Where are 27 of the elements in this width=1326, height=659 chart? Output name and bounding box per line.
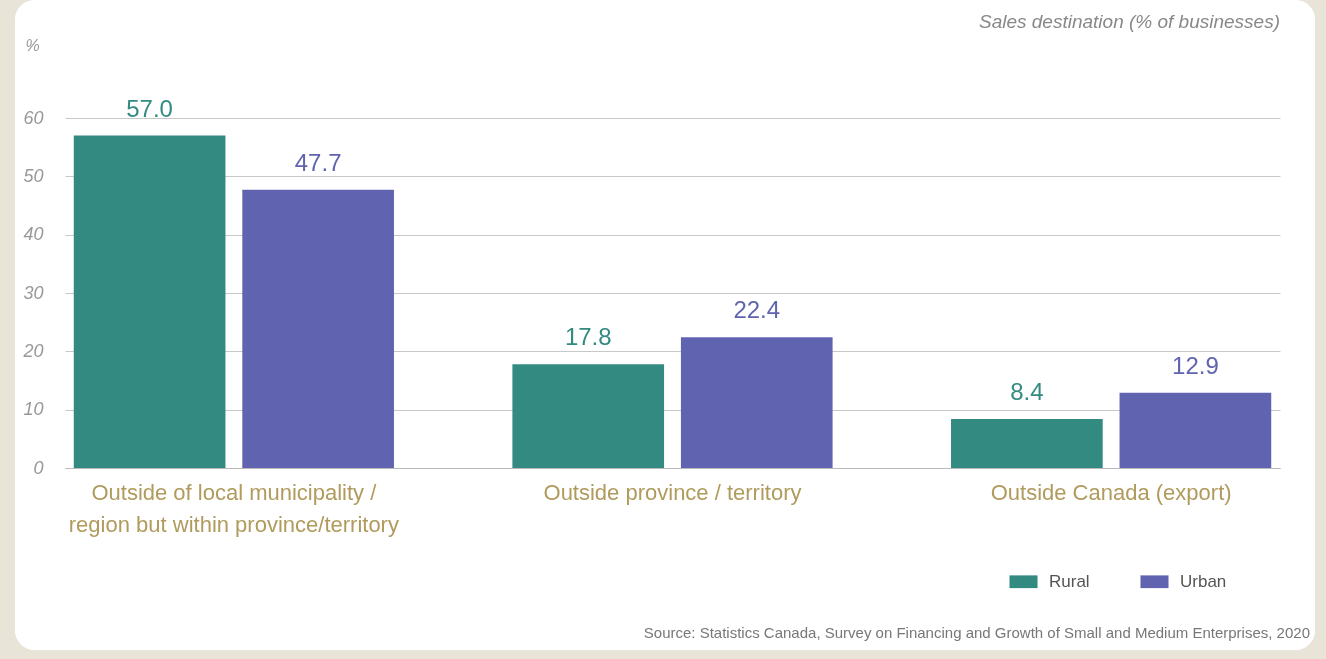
data-label: 8.4: [1010, 378, 1044, 405]
bar: [242, 189, 394, 468]
y-tick-label: 10: [23, 399, 44, 420]
x-tick-label: Outside Canada (export): [990, 479, 1232, 505]
x-tick-label: Outside province / territory: [543, 479, 802, 505]
data-label: 47.7: [294, 148, 342, 176]
y-tick-label: 20: [22, 340, 44, 361]
chart-title: Sales destination (% of businesses): [979, 11, 1280, 32]
y-tick-label: 30: [23, 282, 44, 303]
y-tick-label: 40: [23, 224, 44, 245]
y-tick-label: 0: [33, 457, 44, 478]
legend-label: Rural: [1049, 571, 1090, 591]
data-label: 12.9: [1172, 351, 1219, 379]
y-tick-label: 60: [23, 107, 44, 128]
bar: [680, 337, 833, 468]
y-axis-title: %: [25, 36, 40, 54]
legend-label: Urban: [1180, 571, 1227, 591]
bar: [951, 419, 1103, 468]
source-note: Source: Statistics Canada, Survey on Financing and Growth of Small and Medium Enterprises, 2020: [643, 624, 1310, 641]
data-label: 57.0: [126, 94, 173, 122]
bar: [1119, 392, 1272, 468]
x-tick-label: Outside of local municipality / region but within province/territory: [68, 479, 399, 537]
data-label: 17.8: [564, 323, 612, 351]
data-label: 22.4: [733, 296, 781, 324]
y-tick-label: 50: [23, 165, 44, 186]
bar: [73, 135, 226, 468]
bar: [512, 364, 665, 468]
